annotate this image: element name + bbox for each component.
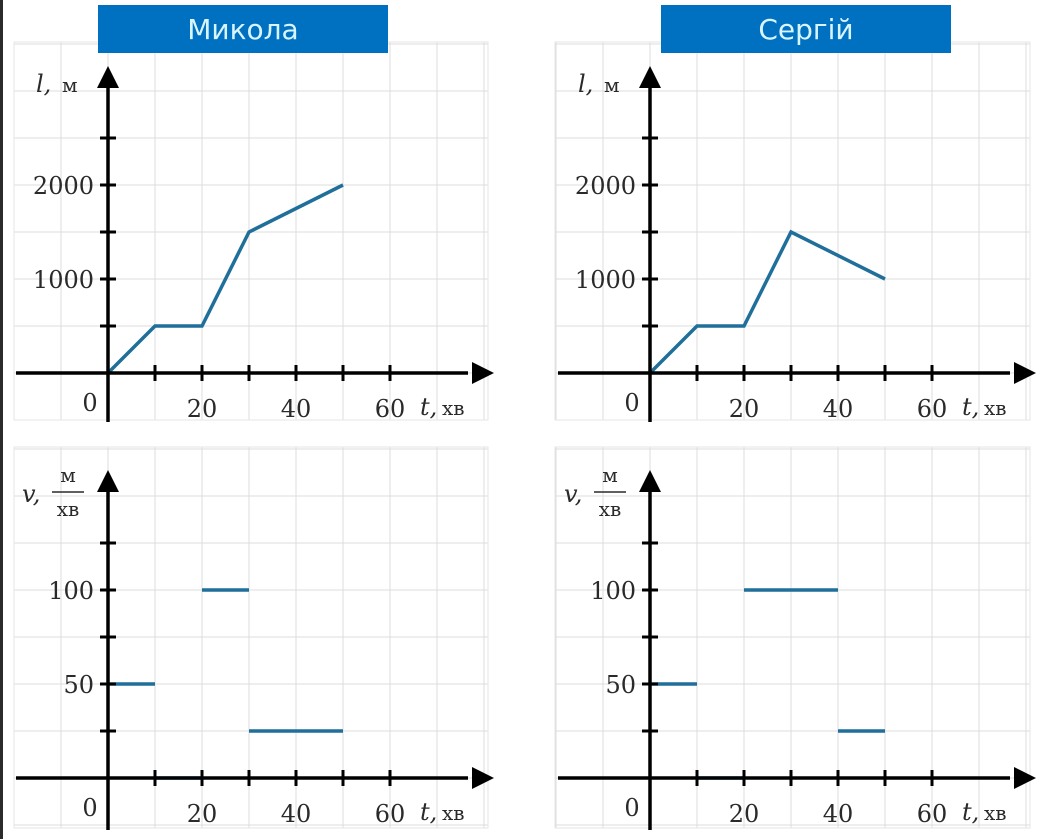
x-axis-arrow-icon [1014, 767, 1036, 789]
y-tick-label: 1000 [575, 266, 636, 294]
x-axis-label: t, [962, 798, 979, 826]
x-tick-label: 60 [917, 395, 948, 423]
y-axis-arrow-icon [97, 66, 119, 88]
x-tick-label: 20 [187, 800, 218, 828]
y-axis-unit: м [62, 73, 78, 97]
x-axis-unit: хв [442, 396, 465, 420]
x-axis-label: t, [420, 798, 437, 826]
y-tick-label: 100 [590, 577, 636, 605]
x-axis-unit: хв [984, 396, 1007, 420]
y-axis-label: v, [564, 480, 582, 508]
x-axis-arrow-icon [1014, 362, 1036, 384]
grid [13, 446, 489, 829]
series-line [648, 229, 886, 375]
chart-mykola-distance: 20 40 60 1000 2000 0 t, хв l, м [13, 41, 494, 423]
x-axis-arrow-icon [472, 362, 494, 384]
title-mykola: Микола [98, 5, 388, 53]
y-axis-unit: м [604, 73, 620, 97]
y-axis-unit-numerator: м [602, 463, 618, 487]
origin-label: 0 [82, 389, 97, 417]
y-axis-unit-denominator: хв [599, 497, 622, 521]
chart-serhii-distance: 20 40 60 1000 2000 0 t, хв l, м [554, 41, 1036, 423]
origin-label: 0 [624, 794, 639, 822]
origin-label: 0 [82, 794, 97, 822]
y-axis-arrow-icon [639, 66, 661, 88]
y-tick-label: 2000 [33, 172, 94, 200]
x-tick-label: 40 [823, 800, 854, 828]
y-tick-label: 50 [605, 671, 636, 699]
grid-frame [13, 446, 489, 829]
grid [13, 41, 489, 421]
x-tick-label: 40 [281, 800, 312, 828]
origin-label: 0 [624, 389, 639, 417]
y-axis-label: v, [22, 480, 40, 508]
x-tick-label: 20 [187, 395, 218, 423]
x-tick-label: 60 [917, 800, 948, 828]
grid-frame [554, 446, 1031, 829]
x-tick-label: 20 [729, 800, 760, 828]
y-tick-label: 50 [63, 671, 94, 699]
window-left-border [0, 0, 3, 839]
y-tick-label: 100 [48, 577, 94, 605]
y-axis-label: l, [578, 70, 593, 98]
x-axis-arrow-icon [472, 767, 494, 789]
x-tick-label: 40 [823, 395, 854, 423]
x-axis-unit: хв [984, 801, 1007, 825]
y-axis-label: l, [36, 70, 51, 98]
y-axis-unit-denominator: хв [57, 497, 80, 521]
y-axis-arrow-icon [639, 470, 661, 492]
x-axis-label: t, [962, 393, 979, 421]
x-axis-label: t, [420, 393, 437, 421]
series-line [106, 183, 344, 375]
x-tick-label: 60 [375, 800, 406, 828]
x-axis-unit: хв [442, 801, 465, 825]
x-tick-label: 60 [375, 395, 406, 423]
x-tick-label: 20 [729, 395, 760, 423]
y-axis-unit-numerator: м [60, 463, 76, 487]
y-axis-arrow-icon [97, 470, 119, 492]
x-tick-label: 40 [281, 395, 312, 423]
y-tick-label: 2000 [575, 172, 636, 200]
y-tick-label: 1000 [33, 266, 94, 294]
title-serhii: Сергій [661, 5, 951, 53]
